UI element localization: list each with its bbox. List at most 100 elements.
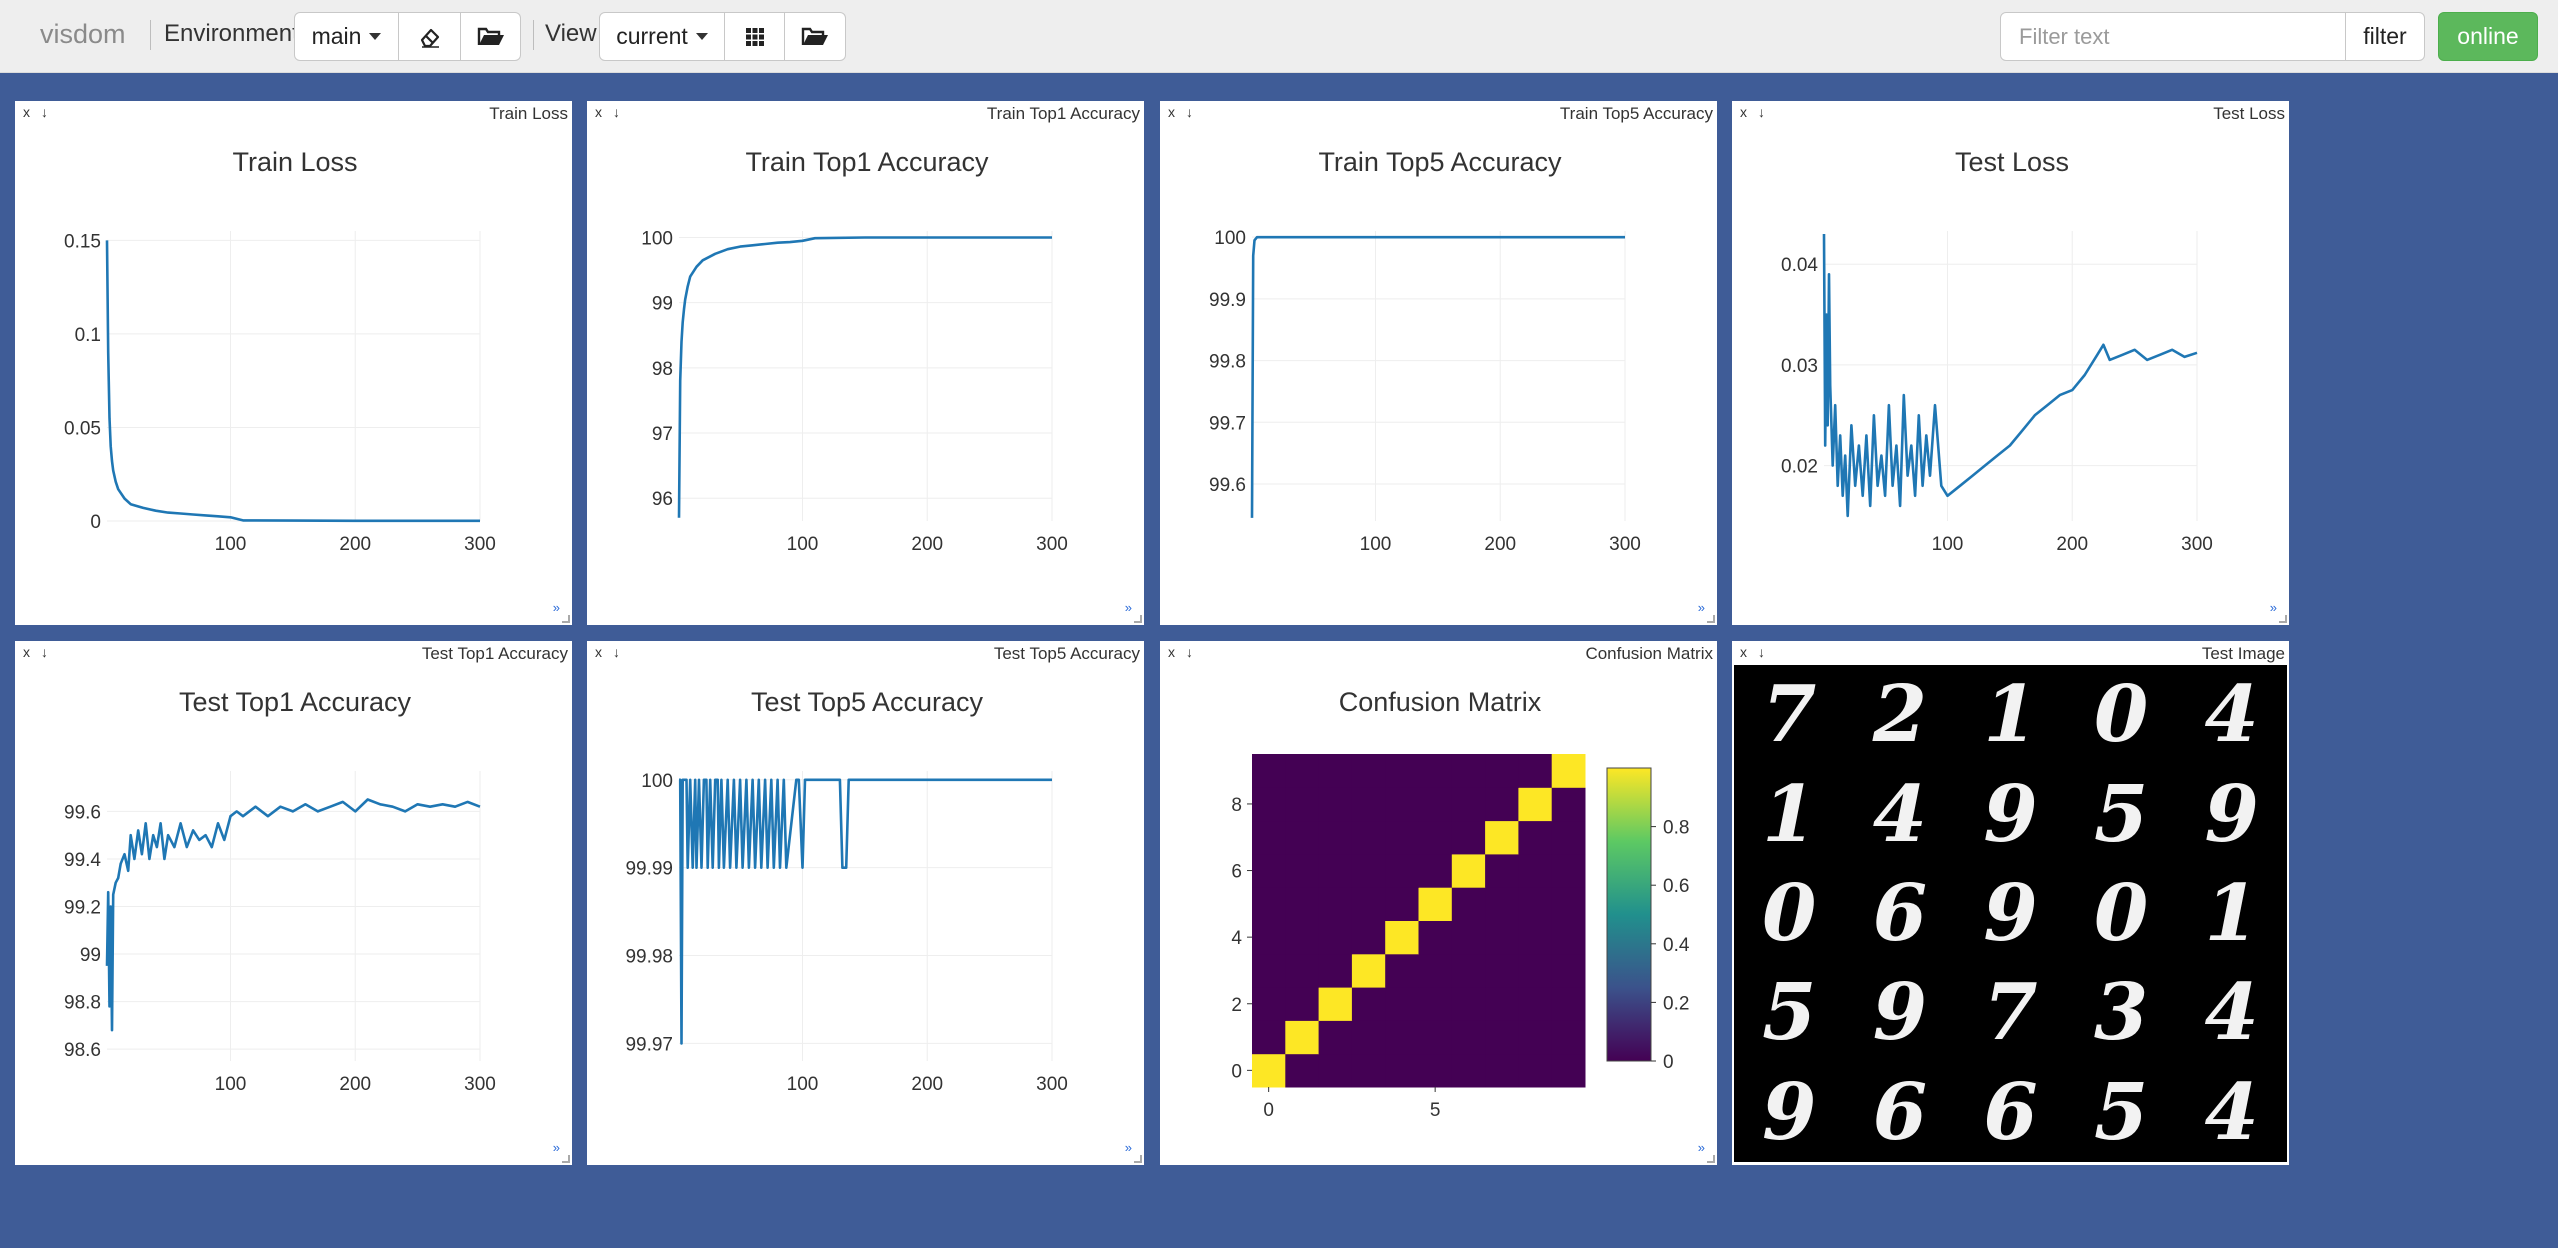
heatmap-cell [1551,787,1586,822]
resize-handle[interactable] [2279,615,2287,623]
view-label: View [545,20,597,47]
expand-icon[interactable]: » [552,600,560,615]
heatmap-cell [1385,820,1419,855]
heatmap-cell [1252,820,1286,855]
pane-titlebar[interactable]: x ↓ Train Top5 Accuracy [1160,101,1717,125]
line-chart: Test Loss 100 200 300 0.02 0.03 0.04 [1781,147,2213,555]
heatmap-cell [1318,1020,1353,1055]
download-icon[interactable]: ↓ [1758,104,1765,120]
download-icon[interactable]: ↓ [41,644,48,660]
view-select[interactable]: current [599,12,725,61]
digit-cell: 9 [2204,768,2259,860]
line-chart: Test Top1 Accuracy 100 200 300 98.6 98.8 99 99.… [64,687,496,1095]
filter-text-input[interactable] [2000,12,2346,61]
series-line [678,778,1052,1045]
close-icon[interactable]: x [23,644,30,660]
resize-handle[interactable] [562,1155,570,1163]
y-tick-label: 99.2 [64,897,101,918]
pane-titlebar[interactable]: x ↓ Test Loss [1732,101,2289,125]
pane-titlebar[interactable]: x ↓ Train Top1 Accuracy [587,101,1144,125]
environment-select[interactable]: main [294,12,399,61]
heatmap-cell [1285,1053,1320,1088]
y-tick-label: 2 [1231,995,1242,1016]
nav-divider [533,20,534,50]
download-icon[interactable]: ↓ [613,644,620,660]
heatmap-cell [1252,887,1286,921]
close-icon[interactable]: x [1740,644,1747,660]
environment-label: Environment [164,20,299,47]
digit-cell: 6 [1872,1066,1928,1158]
resize-handle[interactable] [1707,1155,1715,1163]
close-icon[interactable]: x [595,104,602,120]
close-icon[interactable]: x [1168,644,1175,660]
heatmap-cell [1318,920,1353,955]
x-tick-label: 300 [2181,534,2213,555]
pane-titlebar[interactable]: x ↓ Test Image [1732,641,2289,665]
x-tick-label: 200 [911,534,943,555]
heatmap-cell [1485,987,1519,1021]
download-icon[interactable]: ↓ [41,104,48,120]
filter-button[interactable]: filter [2345,12,2425,61]
y-tick-label: 0.15 [64,231,101,252]
download-icon[interactable]: ↓ [1186,104,1193,120]
download-icon[interactable]: ↓ [1186,644,1193,660]
clear-environment-button[interactable] [399,12,461,61]
resize-handle[interactable] [1134,1155,1142,1163]
gridlines [679,231,1053,521]
close-icon[interactable]: x [1740,104,1747,120]
heatmap-cell [1351,987,1386,1021]
heatmap-cell [1318,1053,1353,1088]
pane-bar-title: Test Image [2201,644,2285,663]
heatmap-cell [1551,853,1586,888]
visdom-pane: x ↓ Test Top5 Accuracy » Test Top5 Accuracy 1… [587,641,1144,1165]
close-icon[interactable]: x [23,104,30,120]
pane-bar-title: Train Loss [489,104,568,123]
close-icon[interactable]: x [1168,104,1175,120]
y-tick-label: 96 [652,489,673,510]
manage-views-button[interactable] [785,12,846,61]
connection-status-button[interactable]: online [2438,12,2538,61]
expand-icon[interactable]: » [1697,1140,1705,1155]
digit-cell: 7 [1983,967,2038,1059]
pane-bar-title: Test Top1 Accuracy [421,644,568,663]
heatmap-cell [1351,787,1386,822]
resize-handle[interactable] [562,615,570,623]
app-logo[interactable]: visdom [40,18,126,49]
heatmap-cell [1418,787,1453,822]
visdom-pane: x ↓ Test Image 7 2 1 0 4 1 4 9 5 9 0 6 9 0 1 5 9 7 3 4 9 6 6 5 4 [1732,641,2289,1165]
repack-layout-button[interactable] [725,12,785,61]
y-tick-label: 99 [80,945,101,966]
heatmap-cell [1551,953,1586,988]
heatmap-cell [1351,920,1386,955]
heatmap-cell [1385,754,1419,788]
visdom-pane: x ↓ Test Top1 Accuracy » Test Top1 Accuracy 1… [15,641,572,1165]
heatmap-cell [1385,953,1419,988]
heatmap-cell [1351,853,1386,888]
expand-icon[interactable]: » [552,1140,560,1155]
chart-title: Test Top5 Accuracy [751,687,984,717]
x-tick-label: 100 [215,534,247,555]
pane-titlebar[interactable]: x ↓ Confusion Matrix [1160,641,1717,665]
resize-handle[interactable] [1134,615,1142,623]
expand-icon[interactable]: » [1124,1140,1132,1155]
download-icon[interactable]: ↓ [613,104,620,120]
y-tick-label: 4 [1231,928,1242,949]
pane-titlebar[interactable]: x ↓ Test Top1 Accuracy [15,641,572,665]
manage-environments-button[interactable] [461,12,521,61]
folder-open-icon [801,27,828,45]
line-chart: Train Top1 Accuracy 100 200 300 96 97 98 99 100 [641,147,1068,555]
heatmap-cell [1451,920,1486,955]
heatmap-cell [1485,887,1519,921]
download-icon[interactable]: ↓ [1758,644,1765,660]
close-icon[interactable]: x [595,644,602,660]
heatmap-cell [1551,820,1586,855]
heatmap-cell [1318,820,1353,855]
expand-icon[interactable]: » [1697,600,1705,615]
pane-titlebar[interactable]: x ↓ Test Top5 Accuracy [587,641,1144,665]
pane-titlebar[interactable]: x ↓ Train Loss [15,101,572,125]
expand-icon[interactable]: » [1124,600,1132,615]
y-tick-label: 0 [90,512,101,533]
resize-handle[interactable] [1707,615,1715,623]
heatmap-cell [1351,887,1386,921]
expand-icon[interactable]: » [2269,600,2277,615]
